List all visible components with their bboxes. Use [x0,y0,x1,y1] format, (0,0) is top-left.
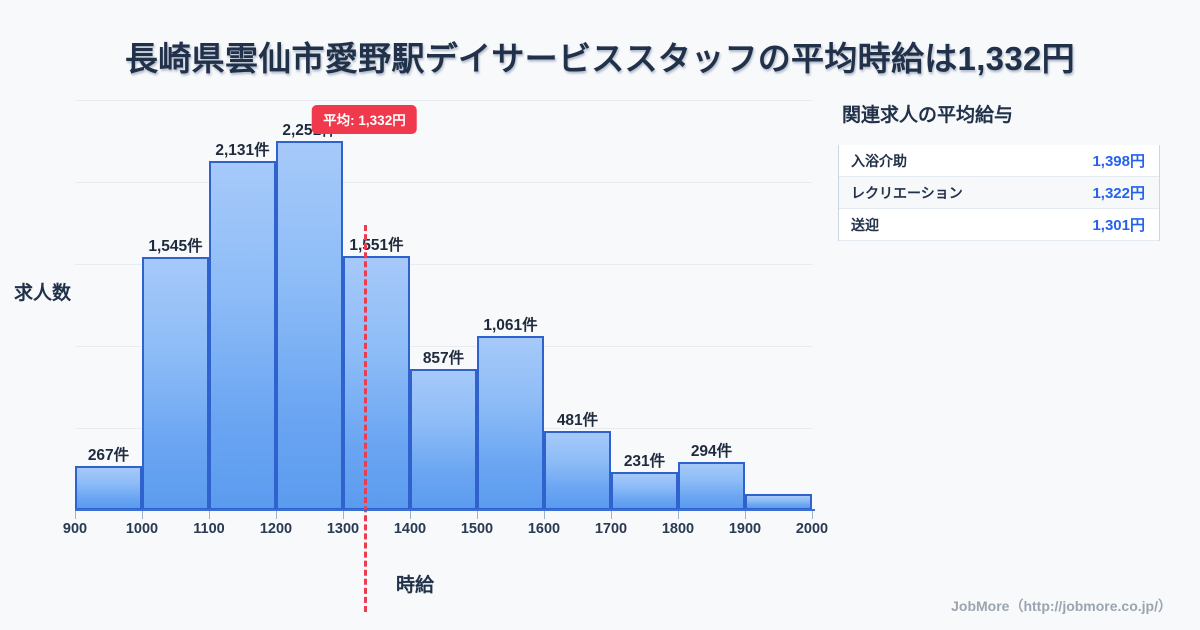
watermark: JobMore（http://jobmore.co.jp/） [951,598,1172,614]
bar-value-label: 231件 [623,453,666,471]
bar [209,160,276,510]
table-row: 入浴介助 1,398円 [839,145,1159,177]
bar [477,336,544,510]
x-tick [745,511,746,519]
bar [678,461,745,510]
x-tick [678,511,679,519]
bar-value-label: 481件 [556,412,599,430]
bar-value-label: 267件 [87,447,130,465]
x-tick-label: 2000 [795,521,829,537]
average-badge: 平均: 1,332円 [312,105,417,134]
x-tick-label: 1600 [527,521,561,537]
x-tick-label: 1500 [460,521,494,537]
x-tick-label: 1400 [393,521,427,537]
bar [544,431,611,510]
x-tick-label: 1000 [125,521,159,537]
x-tick [477,511,478,519]
sidebar-title: 関連求人の平均給与 [842,105,1014,126]
gridline [75,182,812,183]
related-job-label: 送迎 [851,216,879,233]
x-tick [410,511,411,519]
x-tick-label: 1300 [326,521,360,537]
y-axis-label: 求人数 [14,283,72,304]
x-tick [276,511,277,519]
x-tick [142,511,143,519]
x-tick-label: 1800 [661,521,695,537]
x-axis-label: 時給 [395,575,434,596]
x-tick [812,511,813,519]
average-line [364,225,368,612]
gridline [75,100,812,101]
x-tick-label: 1900 [728,521,762,537]
table-row: 送迎 1,301円 [839,209,1159,241]
x-tick-label: 900 [62,521,88,537]
gridline [75,264,812,265]
bar-value-label: 2,131件 [215,141,270,159]
related-job-label: 入浴介助 [851,152,907,169]
bar-value-label: 294件 [690,442,733,460]
bar [142,256,209,510]
bar-value-label: 1,061件 [483,316,538,334]
related-job-salary: 1,398円 [1092,153,1145,170]
bar-value-label: 857件 [422,350,465,368]
x-tick [75,511,76,519]
bar [75,466,142,510]
gridline [75,346,812,347]
bar [276,140,343,510]
related-salary-table: 入浴介助 1,398円レクリエーション 1,322円送迎 1,301円 [838,145,1160,241]
x-tick-label: 1100 [193,521,225,537]
bar [410,369,477,510]
x-tick-label: 1200 [259,521,293,537]
x-tick [209,511,210,519]
histogram-chart: 求人数 267件 1,545件 2,131件 2,251件 1,551件 857件 1,06… [14,100,828,612]
related-job-salary: 1,322円 [1092,185,1145,202]
x-tick-label: 1700 [594,521,628,537]
x-axis-ticks: 900 1000 1100 1200 1300 1400 1500 1600 1700 1800 1… [63,511,828,551]
bar [745,493,812,510]
table-row: レクリエーション 1,322円 [839,177,1159,209]
related-job-salary: 1,301円 [1092,217,1145,234]
x-axis-baseline [75,509,815,511]
page-title: 長崎県雲仙市愛野駅デイサービススタッフの平均時給は1,332円 [125,40,1075,77]
bar [611,472,678,510]
bar-value-label: 1,545件 [148,237,203,255]
x-tick [343,511,344,519]
related-salary-panel: 関連求人の平均給与 入浴介助 1,398円レクリエーション 1,322円送迎 1,30… [838,100,1168,241]
x-tick [611,511,612,519]
x-tick [544,511,545,519]
bar [343,255,410,510]
related-job-label: レクリエーション [851,184,963,201]
bar-value-label: 1,551件 [349,236,404,254]
plot-area: 267件 1,545件 2,131件 2,251件 1,551件 857件 1,061件 48… [75,100,812,612]
